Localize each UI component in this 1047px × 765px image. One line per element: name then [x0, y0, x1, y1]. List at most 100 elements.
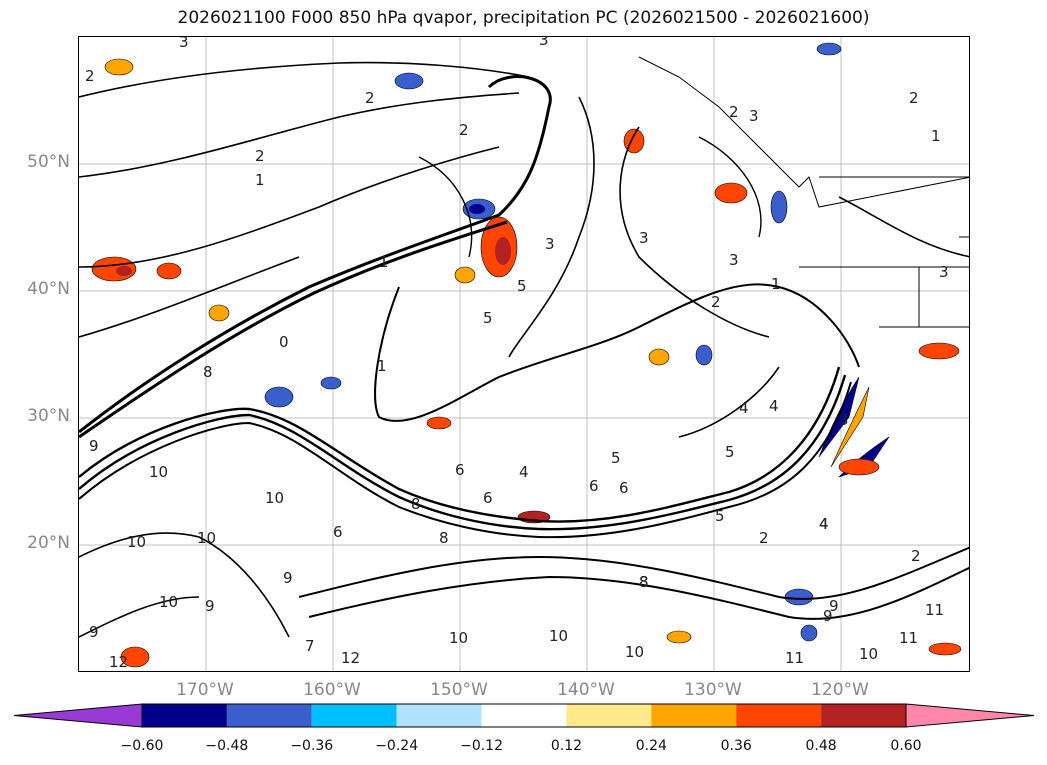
contour-label: 10: [625, 643, 644, 661]
colorbar-extend-high: [905, 703, 1035, 728]
contour-label: 9: [89, 437, 99, 455]
lon-label-140w: 140°W: [557, 680, 615, 700]
contour-label: 8: [411, 495, 421, 513]
contour-label: 5: [715, 507, 725, 525]
contour-label: 2: [459, 121, 469, 139]
contour-label: 4: [769, 397, 779, 415]
lon-label-160w: 160°W: [303, 680, 361, 700]
contour-labels: 3 2 3 2 2 1 2 3 5 3 2 1 0 1 5 3 2 1 4 8 …: [85, 37, 949, 671]
colorbar-tick-label: 0.48: [805, 738, 837, 754]
lat-label-40n: 40°N: [27, 279, 70, 299]
contour-label: 3: [839, 411, 849, 429]
lon-label-130w: 130°W: [684, 680, 742, 700]
colorbar-tick-label: 0.12: [550, 738, 583, 754]
colorbar-cell: [736, 704, 822, 727]
colorbar-tick-label: 0.60: [890, 738, 922, 754]
contour-label: 10: [127, 533, 146, 551]
contour-label: 3: [729, 251, 739, 269]
contour-label: 2: [85, 67, 95, 85]
colorbar-cell: [481, 704, 567, 727]
lat-label-50n: 50°N: [27, 152, 70, 172]
contour-label: 9: [205, 597, 215, 615]
contour-label: 9: [283, 569, 293, 587]
contour-label: 6: [619, 479, 629, 497]
contour-label: 5: [611, 449, 621, 467]
contour-label: 4: [739, 399, 749, 417]
contour-label: 9: [823, 607, 833, 625]
contour-label: 10: [549, 627, 568, 645]
colorbar-tick-label: −0.48: [205, 738, 249, 754]
contour-label: 8: [639, 573, 649, 591]
contour-label: 11: [785, 649, 804, 667]
contour-label: 11: [899, 629, 918, 647]
lat-label-20n: 20°N: [27, 533, 70, 553]
contour-label: 6: [333, 523, 343, 541]
contour-label: 9: [829, 597, 839, 615]
colorbar-extend-low: [14, 703, 143, 728]
contour-label: 10: [449, 629, 468, 647]
contour-label: 9: [89, 623, 99, 641]
colorbar-cell: [142, 704, 227, 727]
contour-label: 8: [203, 363, 213, 381]
gridlines: [79, 37, 969, 671]
lon-label-120w: 120°W: [811, 680, 869, 700]
contour-label: 4: [819, 515, 829, 533]
contour-label: 5: [483, 309, 493, 327]
colorbar: [14, 703, 1035, 728]
colorbar-tick-label: −0.24: [375, 738, 419, 754]
contour-label: 3: [179, 37, 189, 51]
contour-label: 2: [759, 529, 769, 547]
contour-label: 1: [771, 275, 781, 293]
colorbar-tick-label: 0.36: [720, 738, 752, 754]
map-canvas: 3 2 3 2 2 1 2 3 5 3 2 1 0 1 5 3 2 1 4 8 …: [79, 37, 969, 671]
contour-label: 2: [365, 89, 375, 107]
contour-label: 12: [109, 653, 128, 671]
contour-label: 2: [255, 147, 265, 165]
colorbar-tick-label: −0.36: [290, 738, 334, 754]
colorbar-tick-label: 0.24: [635, 738, 667, 754]
lon-label-150w: 150°W: [430, 680, 488, 700]
colorbar-tick-label: −0.60: [120, 738, 164, 754]
figure-title: 2026021100 F000 850 hPa qvapor, precipit…: [177, 8, 870, 28]
colorbar-cell: [396, 704, 482, 727]
colorbar-cell: [311, 704, 397, 727]
contour-label: 5: [517, 277, 527, 295]
contour-label: 2: [909, 89, 919, 107]
contour-label: 10: [859, 645, 878, 663]
contour-label: 1: [379, 253, 389, 271]
contour-label: 2: [729, 103, 739, 121]
contour-label: 3: [545, 235, 555, 253]
contour-label: 3: [639, 229, 649, 247]
contour-label: 4: [519, 463, 529, 481]
contour-label: 4: [819, 515, 829, 533]
contour-label: 0: [279, 333, 289, 351]
contour-label: 6: [455, 461, 465, 479]
colorbar-tick-label: −0.12: [460, 738, 503, 754]
colorbar-cell: [821, 704, 906, 727]
contour-label: 1: [931, 127, 941, 145]
contour-label: 8: [639, 573, 649, 591]
contour-label: 7: [305, 637, 315, 655]
coastlines: [638, 56, 969, 328]
colorbar-cell: [226, 704, 312, 727]
contour-label: 6: [589, 477, 599, 495]
contour-label: 1: [377, 357, 387, 375]
contour-label: 10: [159, 593, 178, 611]
qvapor-contours: [79, 61, 969, 638]
contour-label: 11: [925, 601, 944, 619]
contour-label: 12: [341, 649, 360, 667]
lat-label-30n: 30°N: [27, 406, 70, 426]
contour-label: 10: [197, 529, 216, 547]
contour-label: 5: [725, 443, 735, 461]
contour-label: 6: [483, 489, 493, 507]
contour-label: 2: [911, 547, 921, 565]
contour-label: 3: [749, 107, 759, 125]
colorbar-cell: [651, 704, 737, 727]
contour-label: 10: [265, 489, 284, 507]
colorbar-cell: [566, 704, 652, 727]
precipitation-shading: [91, 42, 962, 668]
contour-label: 3: [939, 263, 949, 281]
lon-label-170w: 170°W: [176, 680, 234, 700]
contour-label: 1: [255, 171, 265, 189]
map-panel: 3 2 3 2 2 1 2 3 5 3 2 1 0 1 5 3 2 1 4 8 …: [78, 36, 970, 672]
